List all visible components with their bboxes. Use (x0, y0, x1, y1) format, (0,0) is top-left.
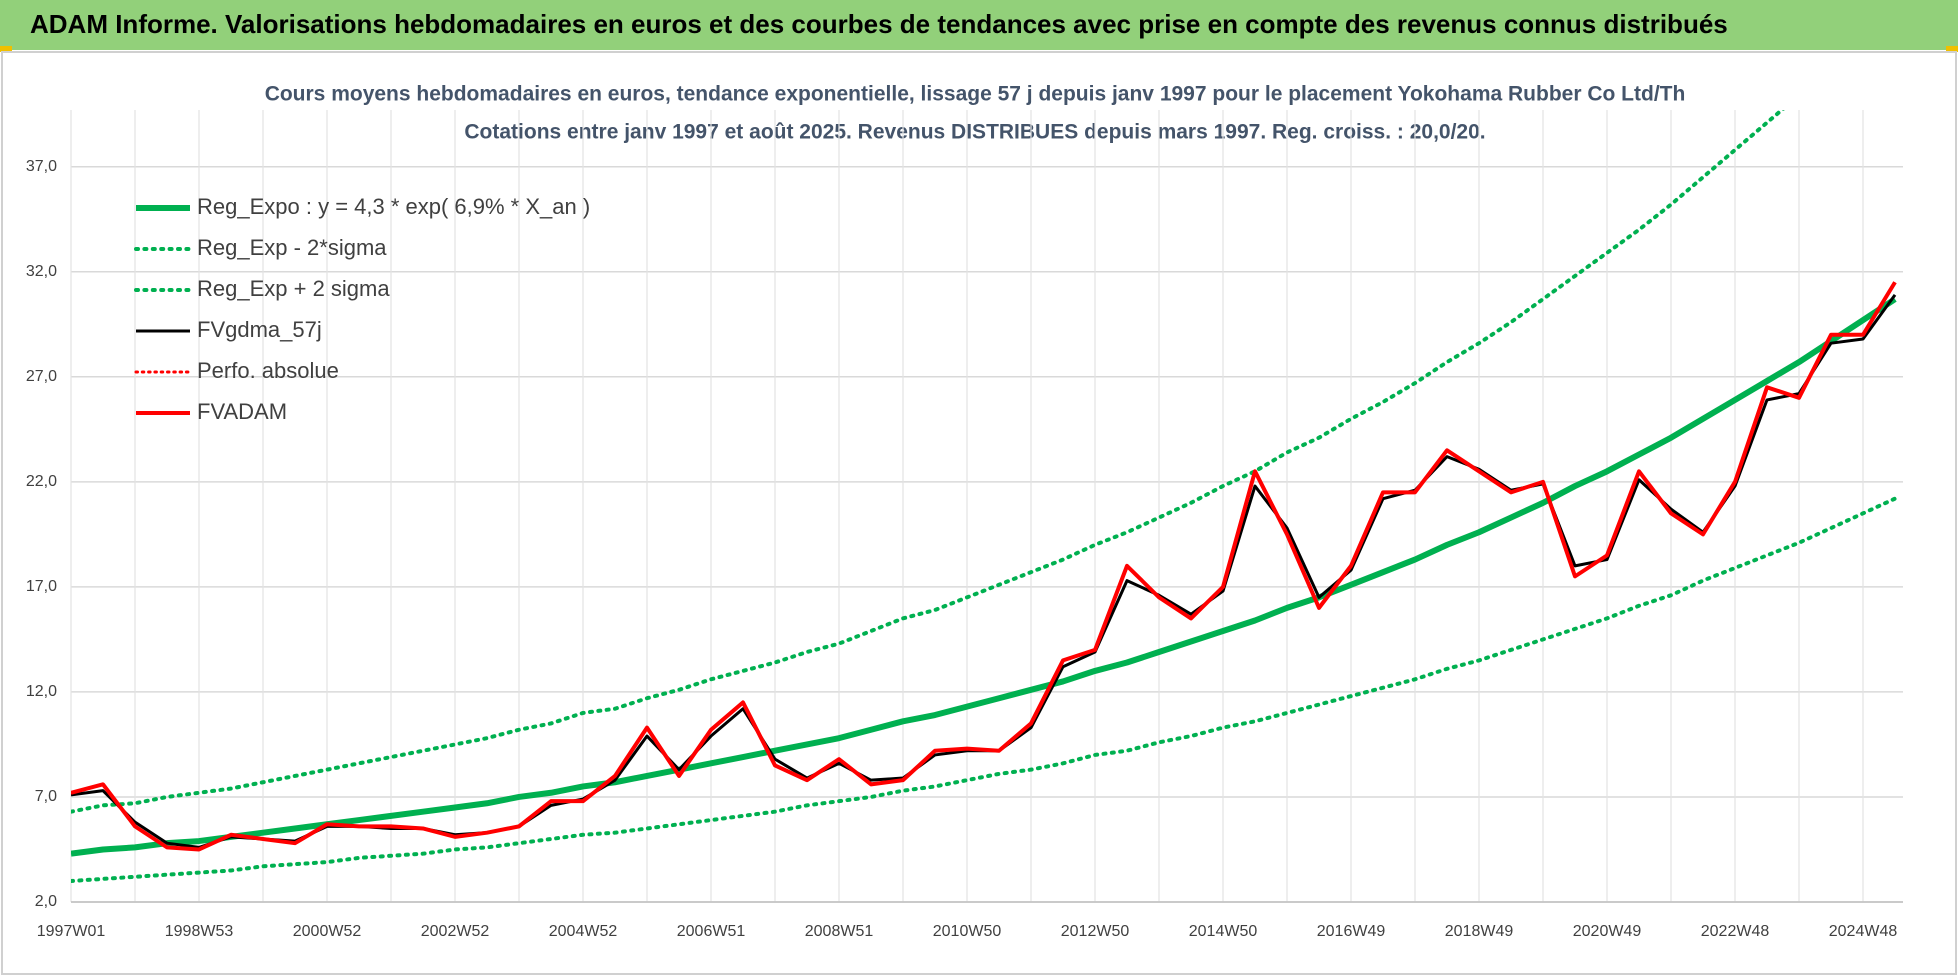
x-tick-label: 2004W52 (549, 923, 618, 940)
x-tick-label: 1998W53 (165, 923, 234, 940)
chart-title: Cours moyens hebdomadaires en euros, ten… (265, 83, 1686, 106)
header-bar (0, 0, 1958, 50)
x-tick-label: 2012W50 (1061, 923, 1130, 940)
y-tick-label: 17,0 (26, 578, 57, 595)
x-tick-label: 2016W49 (1317, 923, 1386, 940)
x-tick-label: 2020W49 (1573, 923, 1642, 940)
x-tick-label: 2006W51 (677, 923, 746, 940)
legend-label: Reg_Exp + 2 sigma (197, 276, 390, 301)
x-tick-label: 2024W48 (1829, 923, 1898, 940)
corner-mark (0, 46, 12, 52)
legend-label: Perfo. absolue (197, 358, 339, 383)
y-tick-label: 22,0 (26, 473, 57, 490)
y-tick-label: 27,0 (26, 368, 57, 385)
chart-subtitle: Cotations entre janv 1997 et août 2025. … (464, 121, 1485, 144)
corner-mark (1946, 46, 1958, 52)
y-tick-label: 7,0 (35, 788, 57, 805)
x-tick-label: 1997W01 (37, 923, 106, 940)
x-tick-label: 2002W52 (421, 923, 490, 940)
legend: Reg_Expo : y = 4,3 * exp( 6,9% * X_an ) R… (134, 194, 590, 424)
legend-label: Reg_Exp - 2*sigma (197, 235, 387, 260)
series-line (71, 296, 1897, 857)
series-line (71, 110, 1785, 814)
y-tick-label: 32,0 (26, 263, 57, 280)
series-line (71, 281, 1897, 852)
plot (71, 110, 1897, 883)
legend-label: Reg_Expo : y = 4,3 * exp( 6,9% * X_an ) (197, 194, 590, 219)
legend-label: FVgdma_57j (197, 317, 322, 342)
chart-border (1, 51, 1957, 975)
x-tick-label: 2008W51 (805, 923, 874, 940)
y-tick-label: 37,0 (26, 158, 57, 175)
x-tick-label: 2000W52 (293, 923, 362, 940)
x-tick-label: 2018W49 (1445, 923, 1514, 940)
x-tick-label: 2022W48 (1701, 923, 1770, 940)
grid: 2,0 7,0 12,0 17,0 22,0 27,0 32,0 37,0 1997W01 199… (26, 110, 1903, 940)
x-tick-label: 2010W50 (933, 923, 1002, 940)
y-tick-label: 2,0 (35, 893, 57, 910)
series-line (71, 496, 1897, 883)
header-title: ADAM Informe. Valorisations hebdomadaire… (30, 9, 1728, 39)
x-tick-label: 2014W50 (1189, 923, 1258, 940)
y-tick-label: 12,0 (26, 683, 57, 700)
legend-label: FVADAM (197, 399, 287, 424)
